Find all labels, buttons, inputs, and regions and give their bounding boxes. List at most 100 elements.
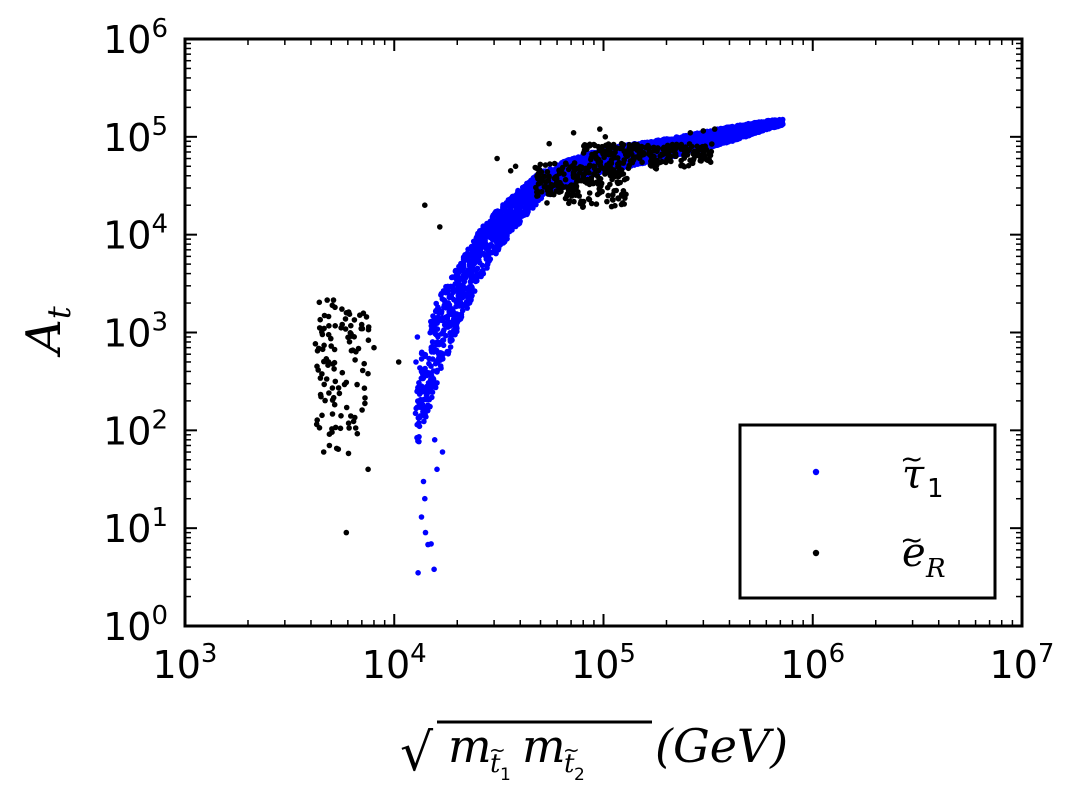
selectron-point [567,164,574,170]
stau-point [524,209,530,216]
selectron-point [331,346,338,353]
stau-point [415,570,421,576]
x-tick-label: 106 [780,639,845,687]
selectron-point [358,321,365,328]
selectron-point [352,357,358,363]
stau-point [415,438,421,444]
selectron-point [314,417,321,423]
stau-point [422,369,429,376]
selectron-point [646,144,653,151]
stau-point [489,237,496,243]
stau-point [753,119,759,126]
stau-point [473,268,480,274]
selectron-point [595,143,602,150]
legend: ~ τ 1 ~ e R [738,423,997,600]
selectron-point [570,170,577,176]
selectron-point [353,349,359,355]
stau-point [434,326,441,332]
stau-point [512,209,519,216]
stau-point [440,337,446,344]
selectron-point [585,196,592,202]
selectron-point [702,143,708,149]
selectron-point [326,323,332,329]
selectron-point [346,339,353,345]
stau-point [458,311,465,318]
stau-point [416,423,423,430]
x-tick-label: 104 [362,639,427,687]
selectron-point [335,385,342,391]
selectron-point [566,198,573,204]
selectron-point [329,397,336,403]
stau-point [734,122,741,129]
selectron-point [664,142,671,149]
selectron-point [601,154,607,161]
selectron-point [317,375,324,381]
stau-point [484,244,490,250]
stau-point [472,251,479,257]
stau-point [447,309,454,316]
selectron-point [672,153,679,159]
stau-point [471,288,478,294]
stau-point [483,234,489,241]
x-axis-label-t1-tilde: ~ [489,738,506,762]
selectron-point [653,166,660,172]
selectron-point [706,149,713,156]
y-axis-label-subscript: t [40,306,78,319]
selectron-point [315,367,322,373]
stau-point [665,136,672,143]
selectron-point [629,159,636,166]
stau-point [429,389,436,396]
selectron-point [659,151,665,157]
selectron-point [317,316,324,323]
selectron-point [437,224,443,230]
selectron-point [650,162,656,169]
x-axis-label-m1: m [448,719,492,773]
selectron-point [612,202,618,209]
selectron-point [639,152,646,158]
selectron-point [330,361,336,367]
stau-point [492,210,498,217]
x-axis-label-t2: t [564,749,575,779]
selectron-point [343,404,350,411]
stau-point [454,328,460,335]
stau-point [453,303,459,310]
selectron-point [326,442,333,449]
selectron-point [621,201,627,207]
selectron-point [551,160,558,167]
stau-point [431,437,438,443]
selectron-point [332,323,339,329]
selectron-point [329,426,335,432]
selectron-point [577,169,583,176]
stau-point [516,219,523,225]
selectron-point [605,145,612,152]
stau-point [443,283,449,290]
stau-point [479,268,485,275]
selectron-point [507,168,514,174]
selectron-point [660,146,666,152]
selectron-point [354,381,360,388]
stau-point [448,274,455,281]
selectron-point [359,407,365,413]
legend-box [738,423,997,600]
stau-point [434,369,440,375]
legend-label-tau1: τ [902,452,925,498]
selectron-point [314,348,321,354]
selectron-point [354,430,361,437]
selectron-point [319,331,326,338]
selectron-point [562,160,569,166]
stau-point [437,317,444,323]
stau-point [450,287,457,293]
stau-point [418,514,425,520]
selectron-point [316,425,323,431]
stau-point [435,334,441,340]
plot-frame [183,37,1024,628]
selectron-point [594,191,601,198]
selectron-point [593,154,599,160]
stau-point [453,323,460,330]
selectron-point [571,198,577,205]
selectron-point [575,174,581,180]
stau-point [485,260,491,267]
y-axis-label-main: A [16,319,72,358]
stau-point [451,296,457,303]
selectron-point [685,162,692,169]
